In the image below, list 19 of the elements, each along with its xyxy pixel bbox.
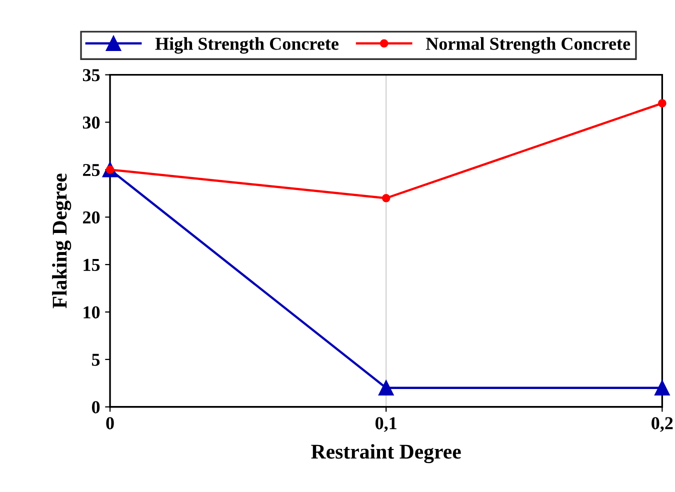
y-tick-label: 30 bbox=[82, 116, 100, 129]
point bbox=[654, 380, 670, 396]
x-tick-label: 0,2 bbox=[652, 417, 673, 432]
x-tick-label: 0,1 bbox=[376, 417, 396, 432]
y-tick-label: 35 bbox=[82, 69, 100, 82]
legend-label: High Strength Concrete bbox=[155, 37, 338, 54]
y-tick-label: 20 bbox=[83, 211, 100, 224]
y-tick-label: 25 bbox=[83, 164, 100, 176]
point bbox=[382, 194, 390, 202]
y-axis-title: Flaking Degree bbox=[52, 174, 72, 308]
y-tick-label: 15 bbox=[84, 258, 100, 271]
y-tick-label: 5 bbox=[92, 354, 100, 366]
y-tick-label: 0 bbox=[92, 401, 100, 414]
x-axis-title: Restraint Degree bbox=[311, 444, 461, 464]
point bbox=[378, 380, 394, 396]
legend-label: Normal Strength Concrete bbox=[426, 37, 630, 54]
x-tick-label: 0 bbox=[106, 417, 114, 430]
y-tick-label: 10 bbox=[84, 306, 100, 318]
point bbox=[658, 99, 666, 108]
